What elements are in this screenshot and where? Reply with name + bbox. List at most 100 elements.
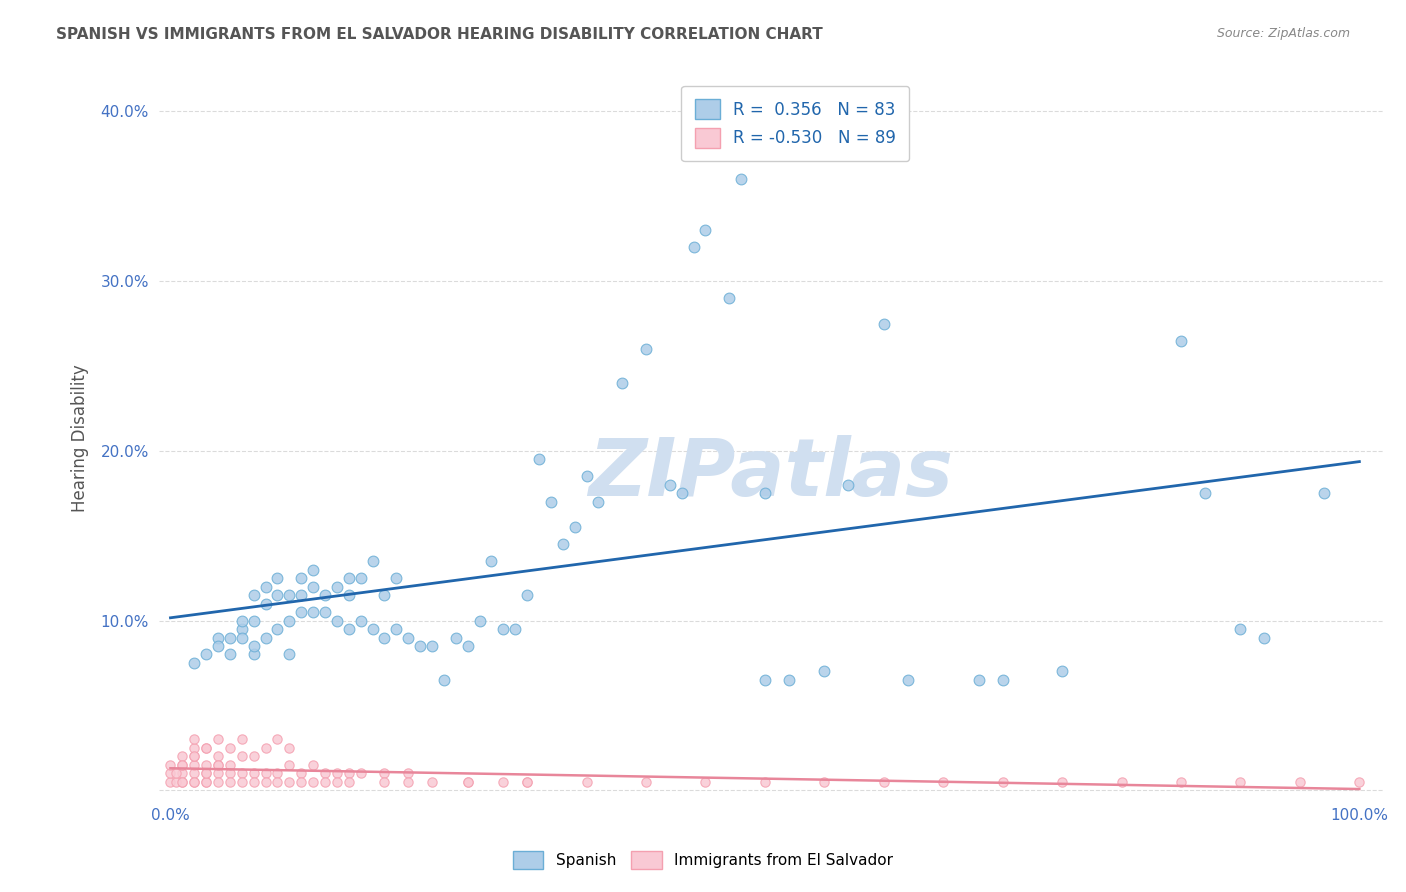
Point — [396, 766, 419, 780]
Point — [183, 766, 205, 780]
Point — [195, 757, 218, 772]
Point — [219, 757, 242, 772]
Point — [242, 749, 264, 764]
Point — [242, 639, 264, 653]
Point — [302, 580, 325, 594]
Point — [278, 648, 301, 662]
Point — [396, 631, 419, 645]
Point — [1229, 622, 1251, 636]
Point — [165, 766, 187, 780]
Point — [527, 452, 550, 467]
Legend: Spanish, Immigrants from El Salvador: Spanish, Immigrants from El Salvador — [506, 845, 900, 875]
Point — [932, 774, 955, 789]
Point — [385, 571, 408, 585]
Point — [278, 774, 301, 789]
Point — [231, 631, 253, 645]
Point — [207, 766, 229, 780]
Point — [183, 740, 205, 755]
Point — [183, 774, 205, 789]
Point — [1050, 774, 1073, 789]
Point — [1050, 665, 1073, 679]
Point — [231, 614, 253, 628]
Point — [991, 673, 1014, 687]
Point — [290, 766, 312, 780]
Point — [612, 376, 634, 390]
Text: ZIPatlas: ZIPatlas — [588, 435, 953, 513]
Point — [290, 605, 312, 619]
Point — [481, 554, 503, 568]
Point — [873, 317, 896, 331]
Point — [1253, 631, 1275, 645]
Point — [314, 588, 336, 602]
Point — [337, 571, 360, 585]
Point — [396, 774, 419, 789]
Point — [326, 774, 349, 789]
Point — [183, 757, 205, 772]
Point — [314, 766, 336, 780]
Point — [373, 766, 395, 780]
Point — [278, 757, 301, 772]
Point — [290, 588, 312, 602]
Point — [242, 766, 264, 780]
Point — [207, 732, 229, 747]
Point — [165, 774, 187, 789]
Point — [420, 639, 443, 653]
Point — [219, 766, 242, 780]
Point — [159, 766, 181, 780]
Point — [754, 673, 776, 687]
Point — [350, 614, 373, 628]
Point — [373, 774, 395, 789]
Point — [337, 774, 360, 789]
Point — [172, 757, 194, 772]
Point — [195, 774, 218, 789]
Point — [159, 774, 181, 789]
Text: Source: ZipAtlas.com: Source: ZipAtlas.com — [1216, 27, 1350, 40]
Point — [350, 766, 373, 780]
Point — [231, 749, 253, 764]
Point — [266, 588, 288, 602]
Point — [1289, 774, 1312, 789]
Point — [337, 622, 360, 636]
Point — [337, 588, 360, 602]
Point — [254, 597, 277, 611]
Point — [1348, 774, 1371, 789]
Point — [1229, 774, 1251, 789]
Point — [516, 774, 538, 789]
Point — [219, 648, 242, 662]
Point — [457, 774, 479, 789]
Point — [314, 774, 336, 789]
Point — [540, 494, 562, 508]
Point — [207, 757, 229, 772]
Point — [231, 732, 253, 747]
Point — [551, 537, 574, 551]
Point — [254, 766, 277, 780]
Point — [314, 605, 336, 619]
Point — [575, 469, 598, 483]
Point — [290, 571, 312, 585]
Point — [634, 342, 657, 356]
Point — [634, 774, 657, 789]
Point — [1170, 774, 1192, 789]
Point — [695, 223, 717, 237]
Point — [183, 656, 205, 670]
Point — [564, 520, 586, 534]
Point — [266, 622, 288, 636]
Point — [385, 622, 408, 636]
Point — [457, 639, 479, 653]
Point — [813, 774, 835, 789]
Point — [242, 588, 264, 602]
Point — [361, 554, 384, 568]
Point — [159, 757, 181, 772]
Point — [492, 622, 515, 636]
Point — [172, 766, 194, 780]
Point — [302, 563, 325, 577]
Point — [302, 757, 325, 772]
Point — [837, 477, 859, 491]
Point — [302, 605, 325, 619]
Point — [433, 673, 456, 687]
Text: SPANISH VS IMMIGRANTS FROM EL SALVADOR HEARING DISABILITY CORRELATION CHART: SPANISH VS IMMIGRANTS FROM EL SALVADOR H… — [56, 27, 823, 42]
Point — [242, 614, 264, 628]
Point — [444, 631, 467, 645]
Point — [492, 774, 515, 789]
Point — [195, 766, 218, 780]
